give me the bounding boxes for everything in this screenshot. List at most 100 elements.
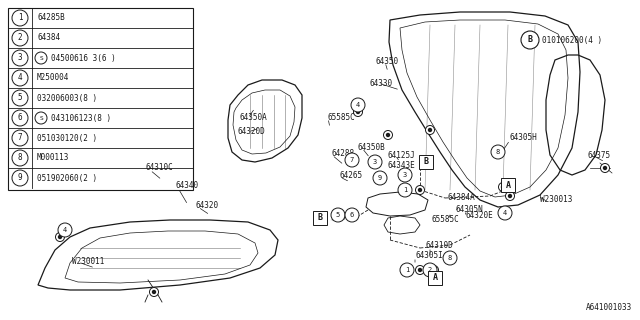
- Circle shape: [493, 148, 502, 156]
- Circle shape: [415, 186, 424, 195]
- Circle shape: [423, 263, 437, 277]
- Circle shape: [12, 50, 28, 66]
- Text: 64288: 64288: [332, 148, 355, 157]
- Circle shape: [12, 150, 28, 166]
- Text: 051030120(2 ): 051030120(2 ): [37, 133, 97, 142]
- Text: 7: 7: [18, 133, 22, 142]
- Circle shape: [400, 263, 414, 277]
- Text: 64320D: 64320D: [238, 127, 266, 137]
- Circle shape: [499, 182, 508, 191]
- Circle shape: [368, 155, 382, 169]
- Circle shape: [12, 170, 28, 186]
- Bar: [428, 271, 442, 285]
- Text: 032006003(8 ): 032006003(8 ): [37, 93, 97, 102]
- Circle shape: [35, 112, 47, 124]
- Circle shape: [502, 186, 504, 188]
- Circle shape: [345, 208, 359, 222]
- Text: 64305N: 64305N: [455, 205, 483, 214]
- Bar: [8, 8, 193, 190]
- Circle shape: [383, 131, 392, 140]
- Circle shape: [356, 110, 360, 114]
- Text: 043106123(8 ): 043106123(8 ): [51, 114, 111, 123]
- Text: 9: 9: [378, 175, 382, 181]
- Text: 64320E: 64320E: [465, 211, 493, 220]
- Text: 8: 8: [18, 154, 22, 163]
- Text: 2: 2: [428, 267, 432, 273]
- Text: 64340: 64340: [175, 180, 198, 189]
- Circle shape: [506, 191, 515, 201]
- Circle shape: [443, 251, 457, 265]
- Circle shape: [398, 168, 412, 182]
- Circle shape: [429, 129, 431, 132]
- Text: B: B: [527, 36, 532, 44]
- Circle shape: [12, 130, 28, 146]
- Circle shape: [331, 208, 345, 222]
- Text: 04500616 3(6 ): 04500616 3(6 ): [51, 53, 116, 62]
- Text: 5: 5: [336, 212, 340, 218]
- Circle shape: [491, 145, 505, 159]
- Text: 9: 9: [18, 173, 22, 182]
- Text: 5: 5: [18, 93, 22, 102]
- Text: 64125J: 64125J: [388, 150, 416, 159]
- Text: 64285B: 64285B: [37, 13, 65, 22]
- Text: 2: 2: [18, 34, 22, 43]
- Circle shape: [429, 266, 438, 275]
- Circle shape: [387, 133, 390, 137]
- Bar: [501, 178, 515, 192]
- Text: 64310D: 64310D: [425, 241, 452, 250]
- Circle shape: [351, 98, 365, 112]
- Text: 64384A: 64384A: [447, 194, 475, 203]
- Text: 051902060(2 ): 051902060(2 ): [37, 173, 97, 182]
- Text: 3: 3: [18, 53, 22, 62]
- Circle shape: [12, 30, 28, 46]
- Text: 010106200(4 ): 010106200(4 ): [542, 36, 602, 44]
- Circle shape: [433, 268, 435, 271]
- Text: A641001033: A641001033: [586, 303, 632, 312]
- Text: 64350: 64350: [376, 58, 399, 67]
- Circle shape: [509, 195, 511, 197]
- Circle shape: [447, 257, 449, 260]
- Text: 64350B: 64350B: [358, 143, 386, 153]
- Text: S: S: [39, 116, 43, 121]
- Circle shape: [12, 10, 28, 26]
- Text: 7: 7: [350, 157, 354, 163]
- Circle shape: [419, 268, 422, 271]
- Text: 8: 8: [448, 255, 452, 261]
- Text: W230013: W230013: [540, 196, 572, 204]
- Circle shape: [12, 90, 28, 106]
- Text: 8: 8: [496, 149, 500, 155]
- Text: 65585C: 65585C: [328, 114, 356, 123]
- Text: 64265: 64265: [340, 171, 363, 180]
- Circle shape: [152, 291, 156, 293]
- Circle shape: [58, 223, 72, 237]
- Bar: [419, 155, 433, 169]
- Text: 64375: 64375: [587, 150, 610, 159]
- Text: 64350A: 64350A: [240, 114, 268, 123]
- Text: 64305H: 64305H: [510, 133, 538, 142]
- Circle shape: [604, 166, 607, 170]
- Circle shape: [150, 287, 159, 297]
- Text: 3: 3: [403, 172, 407, 178]
- Text: 4: 4: [18, 74, 22, 83]
- Text: B: B: [317, 213, 323, 222]
- Text: B: B: [424, 157, 429, 166]
- Text: S: S: [39, 55, 43, 60]
- Circle shape: [58, 236, 61, 238]
- Text: M000113: M000113: [37, 154, 69, 163]
- Circle shape: [444, 253, 452, 262]
- Circle shape: [426, 125, 435, 134]
- Text: A: A: [506, 180, 511, 189]
- Text: 64305I: 64305I: [415, 251, 443, 260]
- Text: 4: 4: [63, 227, 67, 233]
- Text: 4: 4: [503, 210, 507, 216]
- Text: A: A: [433, 274, 438, 283]
- Text: 6: 6: [18, 114, 22, 123]
- Circle shape: [497, 150, 499, 154]
- Circle shape: [35, 52, 47, 64]
- Text: 65585C: 65585C: [432, 215, 460, 225]
- Circle shape: [12, 110, 28, 126]
- Circle shape: [353, 108, 362, 116]
- Circle shape: [521, 31, 539, 49]
- Circle shape: [419, 188, 422, 191]
- Text: M250004: M250004: [37, 74, 69, 83]
